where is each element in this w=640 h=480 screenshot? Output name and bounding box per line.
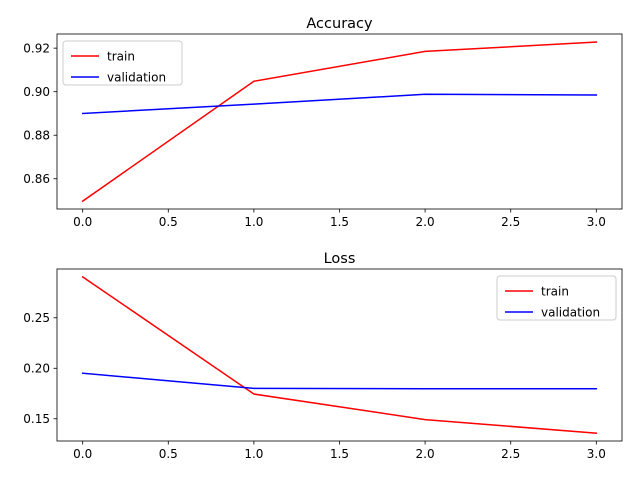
legend-label-train: train: [107, 49, 135, 63]
accuracy-chart: Accuracy 0.0 0.5 1.0 1.5 2.0 2.5 3.0 0.86 0.88 0.9…: [23, 16, 623, 229]
chart-title: Accuracy: [306, 16, 373, 32]
x-tick-label: 1.5: [330, 447, 349, 461]
x-tick-label: 1.0: [244, 447, 263, 461]
legend: train validation: [496, 275, 617, 321]
x-tick-label: 2.5: [501, 447, 520, 461]
loss-chart: Loss 0.0 0.5 1.0 1.5 2.0 2.5 3.0 0.15 0.20 0.25 tra…: [23, 251, 623, 461]
legend-box: [496, 275, 617, 321]
chart-title: Loss: [324, 251, 356, 267]
legend-label-train: train: [541, 284, 569, 298]
legend-label-validation: validation: [107, 70, 166, 84]
y-tick-label: 0.25: [23, 311, 50, 325]
legend-label-validation: validation: [541, 305, 600, 319]
series-line-validation: [81, 93, 598, 115]
series-line-train: [81, 275, 598, 435]
y-tick-label: 0.15: [23, 412, 50, 426]
series-line-validation: [81, 372, 598, 390]
legend-box: [62, 40, 183, 86]
x-tick-label: 0.0: [73, 447, 92, 461]
x-tick-label: 2.0: [416, 447, 435, 461]
y-tick-label: 0.86: [23, 172, 50, 186]
y-tick-label: 0.88: [23, 129, 50, 143]
x-tick-label: 0.5: [159, 215, 178, 229]
series-line-train: [81, 41, 598, 203]
x-tick-label: 1.0: [244, 215, 263, 229]
x-tick-label: 1.5: [330, 215, 349, 229]
y-tick-label: 0.90: [23, 85, 50, 99]
x-tick-label: 3.0: [587, 215, 606, 229]
x-tick-label: 2.0: [416, 215, 435, 229]
legend: train validation: [62, 40, 183, 86]
x-tick-label: 2.5: [501, 215, 520, 229]
y-tick-label: 0.20: [23, 362, 50, 376]
y-tick-label: 0.92: [23, 41, 50, 55]
x-tick-label: 0.0: [73, 215, 92, 229]
x-tick-label: 0.5: [159, 447, 178, 461]
x-tick-label: 3.0: [587, 447, 606, 461]
